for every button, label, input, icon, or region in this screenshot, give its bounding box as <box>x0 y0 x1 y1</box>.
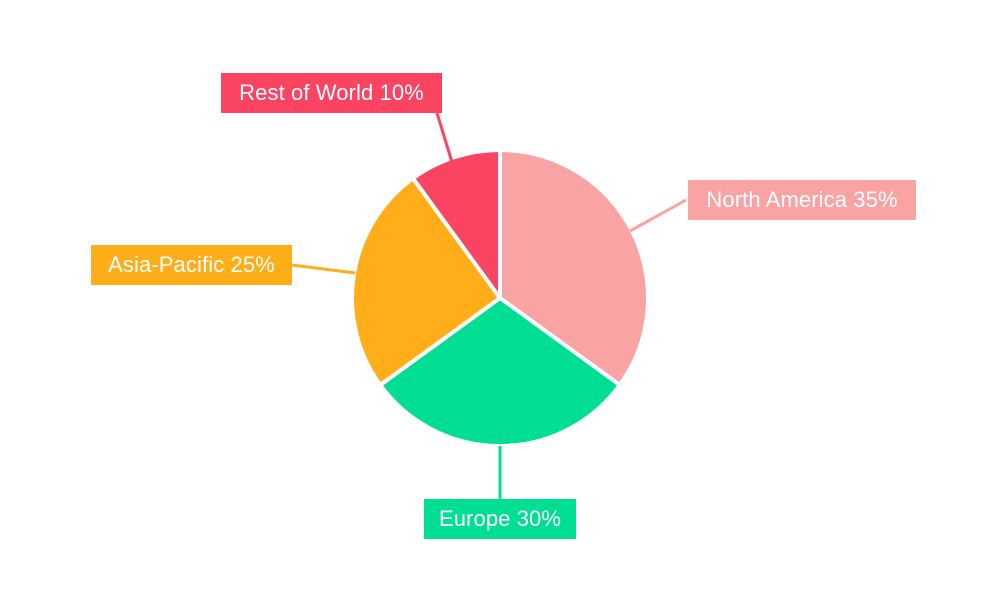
leader-lines-group <box>291 112 687 499</box>
pie-label-europe[interactable]: Europe 30% <box>424 499 576 539</box>
pie-label-north-america[interactable]: North America 35% <box>688 180 916 220</box>
leader-line-asia-pacific <box>291 263 356 275</box>
pie-slice-europe[interactable] <box>378 296 622 448</box>
pie-label-rest-of-world[interactable]: Rest of World 10% <box>221 73 442 113</box>
leader-line-north-america <box>629 198 687 233</box>
leader-line-rest-of-world <box>435 112 457 173</box>
pie-slices-group <box>350 148 650 448</box>
pie-slice-asia-pacific[interactable] <box>350 176 502 387</box>
pie-slice-rest-of-world[interactable] <box>411 148 502 300</box>
pie-label-asia-pacific[interactable]: Asia-Pacific 25% <box>91 245 292 285</box>
